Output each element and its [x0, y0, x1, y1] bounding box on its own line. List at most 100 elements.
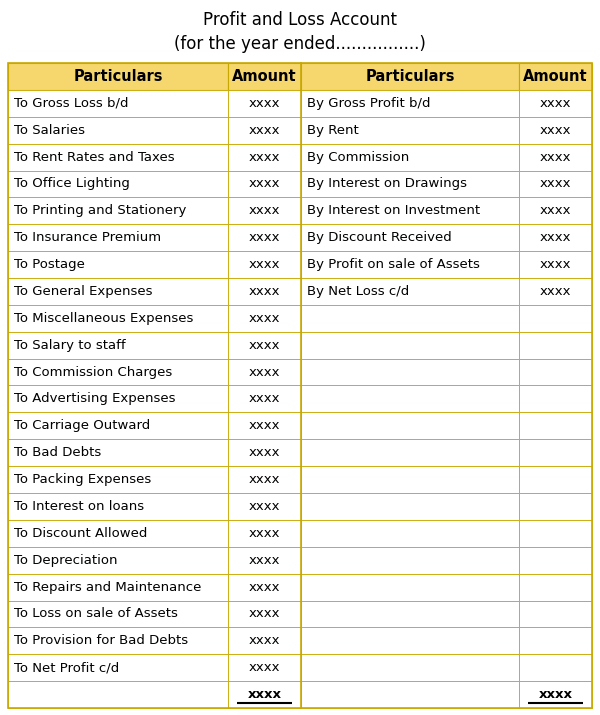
Text: To Advertising Expenses: To Advertising Expenses	[14, 393, 176, 405]
Bar	[228, 547, 301, 573]
Bar	[301, 681, 519, 708]
Text: Profit and Loss Account: Profit and Loss Account	[203, 11, 397, 29]
Bar	[301, 654, 519, 681]
Bar	[519, 654, 592, 681]
Text: To Loss on sale of Assets: To Loss on sale of Assets	[14, 608, 178, 621]
Text: To Postage: To Postage	[14, 258, 85, 271]
Bar	[519, 627, 592, 654]
Bar	[519, 170, 592, 197]
Text: xxxx: xxxx	[540, 204, 571, 217]
Text: xxxx: xxxx	[249, 365, 280, 378]
Bar	[8, 144, 228, 170]
Text: xxxx: xxxx	[249, 419, 280, 433]
Text: To Carriage Outward: To Carriage Outward	[14, 419, 150, 433]
Text: Amount: Amount	[232, 69, 297, 84]
Bar	[519, 466, 592, 493]
Text: xxxx: xxxx	[249, 312, 280, 325]
Text: By Interest on Investment: By Interest on Investment	[307, 204, 480, 217]
Bar	[228, 251, 301, 278]
Bar	[228, 413, 301, 439]
Bar	[228, 170, 301, 197]
Bar	[8, 305, 228, 332]
Bar	[228, 627, 301, 654]
Bar	[301, 466, 519, 493]
Bar	[228, 332, 301, 359]
Bar	[301, 520, 519, 547]
Text: xxxx: xxxx	[249, 231, 280, 245]
Bar	[301, 305, 519, 332]
Bar	[519, 439, 592, 466]
Bar	[228, 144, 301, 170]
Bar	[519, 144, 592, 170]
Text: By Interest on Drawings: By Interest on Drawings	[307, 177, 467, 190]
Text: xxxx: xxxx	[540, 97, 571, 110]
Text: xxxx: xxxx	[249, 553, 280, 567]
Text: To Insurance Premium: To Insurance Premium	[14, 231, 161, 245]
Bar	[228, 573, 301, 601]
Bar	[8, 520, 228, 547]
Bar	[8, 359, 228, 385]
Bar	[301, 385, 519, 413]
Bar	[8, 90, 228, 117]
Bar	[519, 547, 592, 573]
Text: xxxx: xxxx	[249, 446, 280, 459]
Text: xxxx: xxxx	[249, 393, 280, 405]
Text: xxxx: xxxx	[249, 124, 280, 137]
Text: To Miscellaneous Expenses: To Miscellaneous Expenses	[14, 312, 193, 325]
Bar	[8, 681, 228, 708]
Text: xxxx: xxxx	[249, 204, 280, 217]
Bar	[301, 439, 519, 466]
Bar	[228, 305, 301, 332]
Text: xxxx: xxxx	[540, 258, 571, 271]
Text: To Repairs and Maintenance: To Repairs and Maintenance	[14, 581, 202, 593]
Text: To Printing and Stationery: To Printing and Stationery	[14, 204, 187, 217]
Text: To Rent Rates and Taxes: To Rent Rates and Taxes	[14, 151, 175, 164]
Bar	[301, 117, 519, 144]
Text: Particulars: Particulars	[73, 69, 163, 84]
Bar	[8, 251, 228, 278]
Text: To Bad Debts: To Bad Debts	[14, 446, 101, 459]
Bar	[8, 547, 228, 573]
Bar	[301, 547, 519, 573]
Text: Particulars: Particulars	[365, 69, 455, 84]
Bar	[519, 493, 592, 520]
Bar	[8, 278, 228, 305]
Bar	[301, 225, 519, 251]
Text: (for the year ended................): (for the year ended................)	[174, 35, 426, 53]
Bar	[519, 197, 592, 225]
Text: To Salaries: To Salaries	[14, 124, 85, 137]
Bar	[519, 90, 592, 117]
Bar	[228, 439, 301, 466]
Bar	[228, 654, 301, 681]
Bar	[301, 359, 519, 385]
Text: To Salary to staff: To Salary to staff	[14, 339, 125, 352]
Text: xxxx: xxxx	[249, 151, 280, 164]
Bar	[228, 385, 301, 413]
Text: To Office Lighting: To Office Lighting	[14, 177, 130, 190]
Bar	[8, 197, 228, 225]
Bar	[8, 654, 228, 681]
Bar	[519, 359, 592, 385]
Bar	[228, 225, 301, 251]
Bar	[228, 278, 301, 305]
Bar	[228, 117, 301, 144]
Bar	[519, 251, 592, 278]
Bar	[519, 573, 592, 601]
Text: xxxx: xxxx	[540, 124, 571, 137]
Text: xxxx: xxxx	[249, 258, 280, 271]
Bar	[519, 385, 592, 413]
Text: xxxx: xxxx	[249, 473, 280, 486]
Bar	[8, 170, 228, 197]
Bar	[301, 251, 519, 278]
Text: xxxx: xxxx	[249, 97, 280, 110]
Bar	[519, 681, 592, 708]
Bar	[8, 63, 228, 90]
Text: xxxx: xxxx	[249, 661, 280, 674]
Bar	[228, 681, 301, 708]
Bar	[301, 63, 519, 90]
Text: To Discount Allowed: To Discount Allowed	[14, 527, 148, 540]
Bar	[8, 225, 228, 251]
Bar	[519, 413, 592, 439]
Bar	[519, 278, 592, 305]
Bar	[301, 144, 519, 170]
